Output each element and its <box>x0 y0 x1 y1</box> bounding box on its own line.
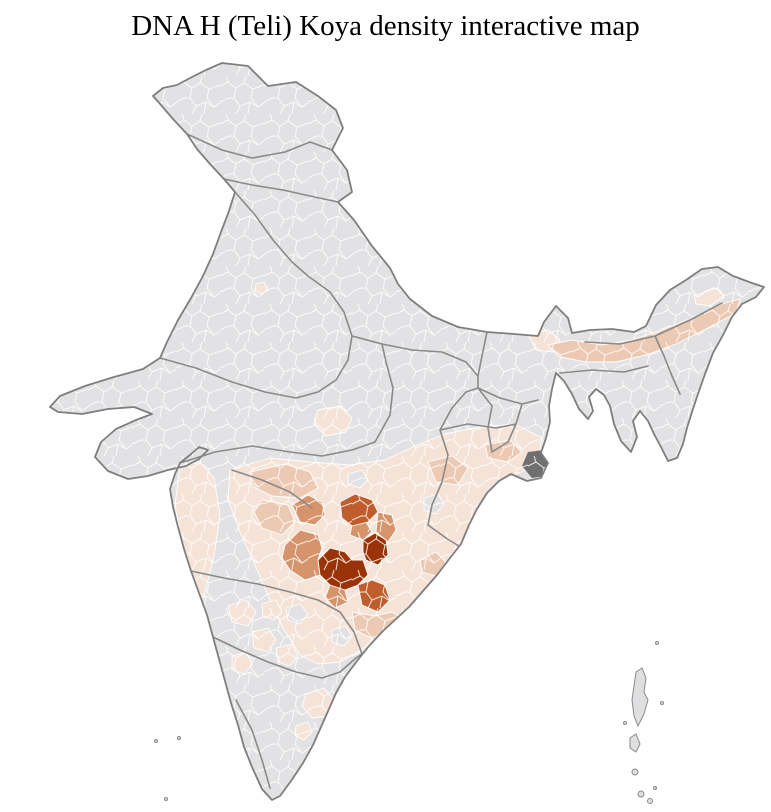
lakshadweep-islet <box>164 797 168 801</box>
state-borders <box>159 133 723 789</box>
andaman-island-south <box>629 733 641 753</box>
nicobar-islet <box>637 790 645 798</box>
lakshadweep-islet <box>177 736 181 740</box>
andaman-islet <box>655 641 659 645</box>
andaman-islet <box>631 768 639 776</box>
andaman-islet <box>623 721 627 725</box>
map-title: DNA H (Teli) Koya density interactive ma… <box>131 10 640 42</box>
national-outline <box>49 62 765 801</box>
lakshadweep-islet <box>154 739 158 743</box>
nicobar-islet <box>653 786 657 790</box>
island-groups <box>154 641 664 804</box>
andaman-islet <box>660 701 664 705</box>
nicobar-islet <box>647 798 653 804</box>
andaman-island-main <box>631 667 649 728</box>
